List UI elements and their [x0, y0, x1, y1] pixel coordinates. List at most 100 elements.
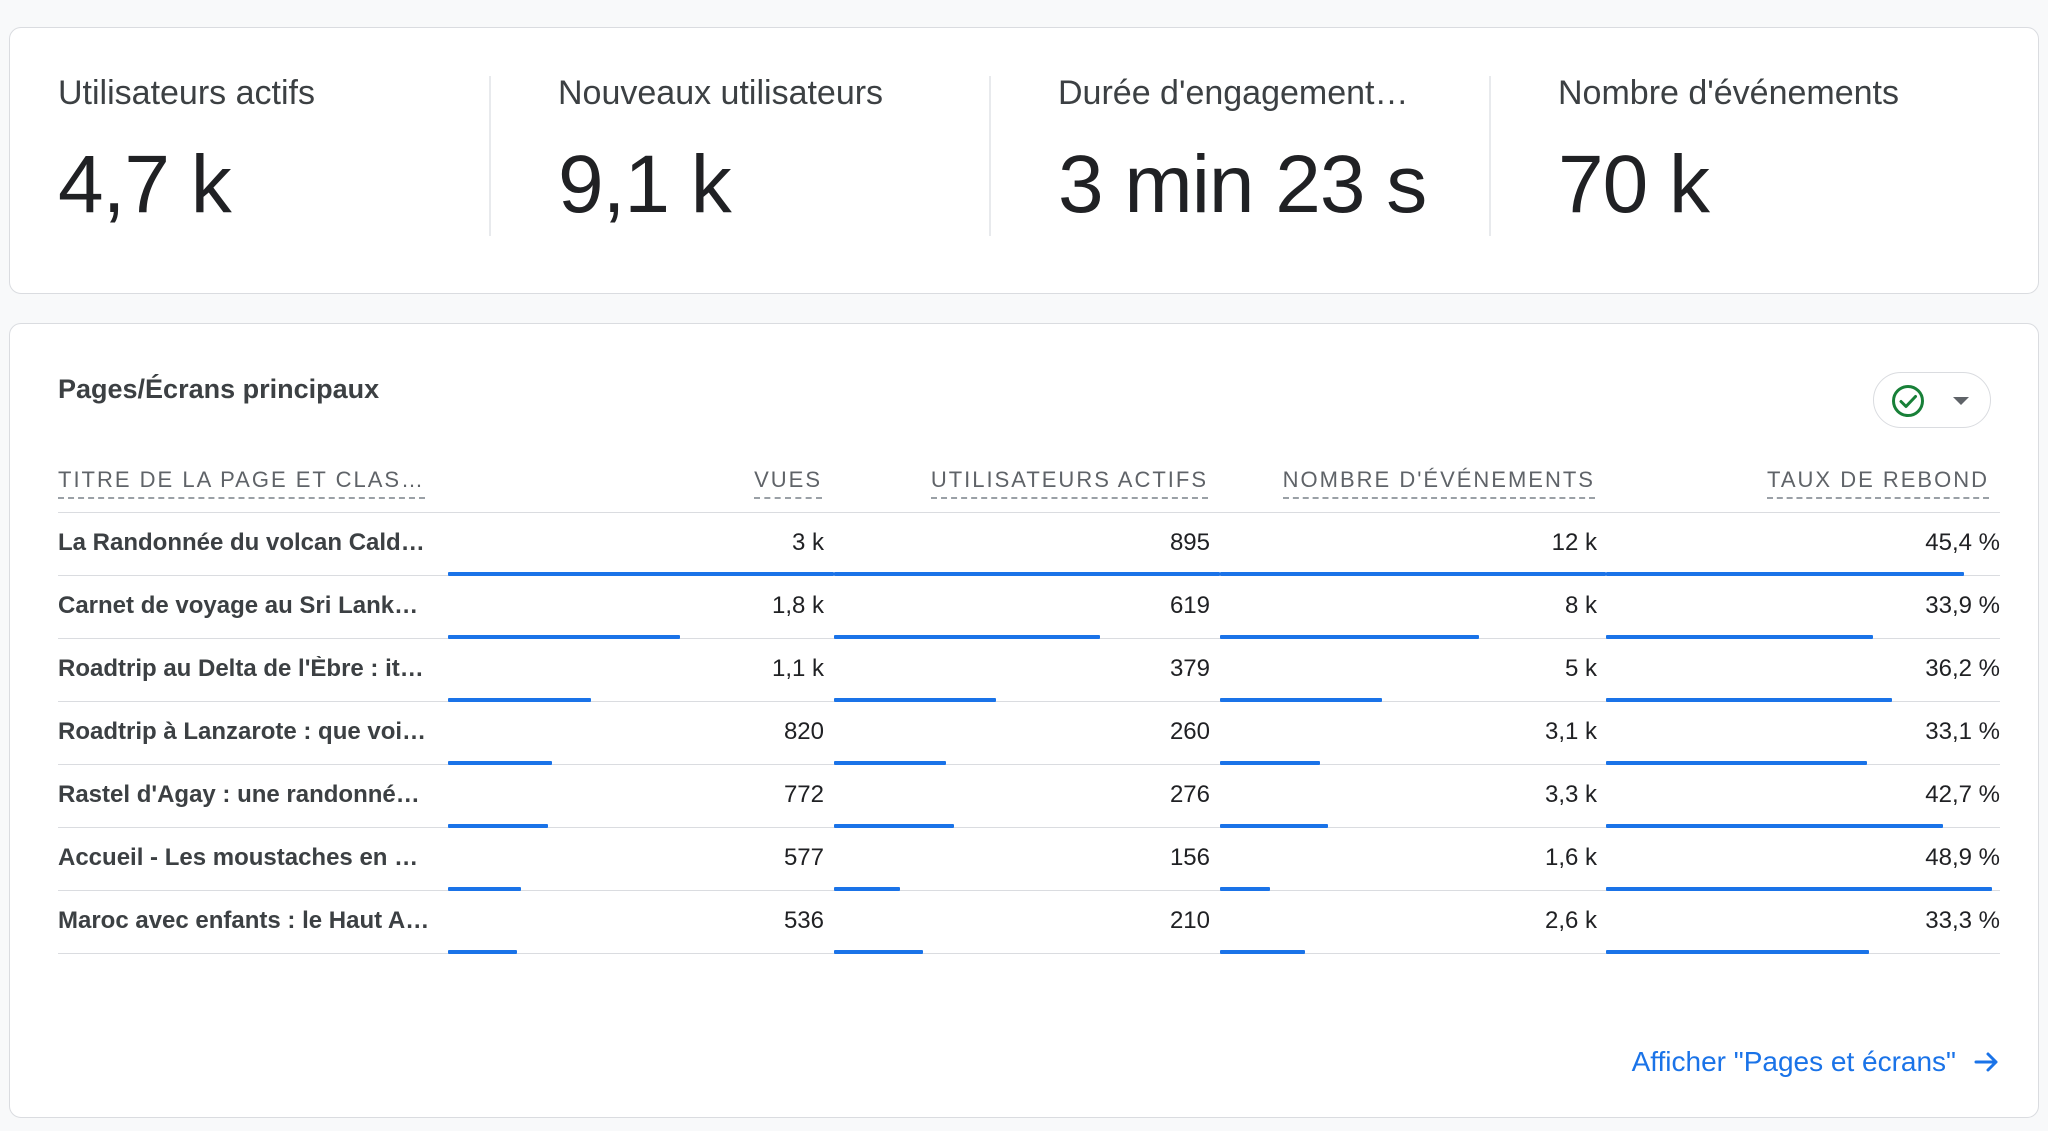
bar-bounce-rate: [1606, 761, 1867, 765]
cell-bounce-rate: 36,2 %: [1925, 655, 2000, 682]
column-header-event-count[interactable]: NOMBRE D'ÉVÉNEMENTS: [1282, 469, 1595, 499]
table-row[interactable]: Roadtrip à Lanzarote : que voir… 820 260 3,…: [58, 702, 2000, 765]
column-header-active-users[interactable]: UTILISATEURS ACTIFS: [930, 469, 1208, 499]
cell-active-users: 895: [1169, 529, 1210, 556]
bar-active-users: [834, 761, 946, 765]
bar-views: [448, 698, 591, 702]
column-header-page-title[interactable]: TITRE DE LA PAGE ET CLAS…: [58, 469, 426, 499]
cell-active-users: 276: [1169, 781, 1210, 808]
top-pages-card: Pages/Écrans principaux TITRE DE LA PAGE…: [9, 323, 2039, 1118]
kpi-label: Durée d'engagement…: [1058, 74, 1409, 112]
cell-page-title[interactable]: Maroc avec enfants : le Haut A…: [58, 908, 430, 934]
cell-views: 3 k: [791, 529, 824, 556]
kpi-value: 4,7 k: [58, 138, 232, 230]
cell-event-count: 2,6 k: [1544, 907, 1597, 934]
arrow-right-icon: [1974, 1052, 1998, 1072]
bar-bounce-rate: [1606, 635, 1873, 639]
cell-bounce-rate: 33,1 %: [1925, 718, 2000, 745]
cell-event-count: 1,6 k: [1544, 844, 1597, 871]
cell-bounce-rate: 33,9 %: [1925, 592, 2000, 619]
table-row[interactable]: Rastel d'Agay : une randonnée … 772 276 3,3…: [58, 765, 2000, 828]
kpi-divider: [1489, 76, 1491, 236]
cell-active-users: 260: [1169, 718, 1210, 745]
cell-event-count: 3,1 k: [1544, 718, 1597, 745]
table-row[interactable]: La Randonnée du volcan Cald… 3 k 895 12 k 45…: [58, 513, 2000, 576]
kpi-summary-card: Utilisateurs actifs 4,7 k Nouveaux utili…: [9, 27, 2039, 294]
cell-bounce-rate: 48,9 %: [1925, 844, 2000, 871]
cell-page-title[interactable]: La Randonnée du volcan Cald…: [58, 530, 425, 556]
table-row[interactable]: Maroc avec enfants : le Haut A… 536 210 2,6…: [58, 891, 2000, 954]
cell-active-users: 379: [1169, 655, 1210, 682]
cell-views: 577: [783, 844, 824, 871]
bar-bounce-rate: [1606, 887, 1992, 891]
kpi-label: Nombre d'événements: [1558, 74, 1899, 112]
bar-event-count: [1220, 950, 1305, 954]
bar-active-users: [834, 698, 996, 702]
header-divider: [58, 512, 2000, 513]
cell-views: 1,8 k: [771, 592, 824, 619]
bar-views: [448, 950, 517, 954]
bar-event-count: [1220, 761, 1320, 765]
bar-event-count: [1220, 698, 1382, 702]
cell-views: 1,1 k: [771, 655, 824, 682]
bar-bounce-rate: [1606, 950, 1869, 954]
bar-bounce-rate: [1606, 572, 1964, 576]
link-label: Afficher "Pages et écrans": [1631, 1046, 1956, 1077]
cell-event-count: 5 k: [1564, 655, 1597, 682]
bar-active-users: [834, 950, 923, 954]
kpi-label: Utilisateurs actifs: [58, 74, 315, 112]
chevron-down-icon: [1953, 397, 1969, 405]
data-quality-dropdown[interactable]: [1873, 372, 1991, 428]
column-header-bounce-rate[interactable]: TAUX DE REBOND: [1767, 469, 1989, 499]
check-circle-icon: [1892, 385, 1924, 417]
cell-active-users: 210: [1169, 907, 1210, 934]
bar-active-users: [834, 572, 1220, 576]
bar-bounce-rate: [1606, 824, 1943, 828]
cell-active-users: 619: [1169, 592, 1210, 619]
cell-page-title[interactable]: Rastel d'Agay : une randonnée …: [58, 782, 430, 808]
cell-event-count: 12 k: [1551, 529, 1597, 556]
bar-active-users: [834, 635, 1100, 639]
bar-views: [448, 824, 548, 828]
cell-views: 536: [783, 907, 824, 934]
cell-bounce-rate: 33,3 %: [1925, 907, 2000, 934]
bar-event-count: [1220, 824, 1328, 828]
cell-views: 772: [783, 781, 824, 808]
bar-event-count: [1220, 635, 1479, 639]
cell-active-users: 156: [1169, 844, 1210, 871]
bar-views: [448, 572, 834, 576]
table-row[interactable]: Accueil - Les moustaches en v… 577 156 1,6 …: [58, 828, 2000, 891]
bar-bounce-rate: [1606, 698, 1892, 702]
table-row[interactable]: Carnet de voyage au Sri Lanka… 1,8 k 619 8 …: [58, 576, 2000, 639]
bar-active-users: [834, 824, 954, 828]
cell-bounce-rate: 42,7 %: [1925, 781, 2000, 808]
bar-views: [448, 761, 552, 765]
table-row[interactable]: Roadtrip au Delta de l'Èbre : iti… 1,1 k 3…: [58, 639, 2000, 702]
cell-event-count: 8 k: [1564, 592, 1597, 619]
cell-bounce-rate: 45,4 %: [1925, 529, 2000, 556]
bar-active-users: [834, 887, 900, 891]
kpi-label: Nouveaux utilisateurs: [558, 74, 884, 112]
kpi-value: 9,1 k: [558, 138, 732, 230]
cell-page-title[interactable]: Carnet de voyage au Sri Lanka…: [58, 593, 430, 619]
bar-event-count: [1220, 572, 1606, 576]
bar-views: [448, 887, 521, 891]
kpi-new-users[interactable]: Nouveaux utilisateurs 9,1 k: [558, 73, 883, 233]
bar-views: [448, 635, 680, 639]
kpi-value: 70 k: [1558, 138, 1710, 230]
kpi-active-users[interactable]: Utilisateurs actifs 4,7 k: [58, 73, 315, 233]
cell-views: 820: [783, 718, 824, 745]
cell-page-title[interactable]: Roadtrip au Delta de l'Èbre : iti…: [58, 656, 430, 682]
cell-page-title[interactable]: Accueil - Les moustaches en v…: [58, 845, 430, 871]
kpi-divider: [489, 76, 491, 236]
view-pages-and-screens-link[interactable]: Afficher "Pages et écrans": [1632, 1046, 2002, 1078]
bar-event-count: [1220, 887, 1270, 891]
kpi-event-count[interactable]: Nombre d'événements 70 k: [1558, 73, 1899, 233]
kpi-engagement-duration[interactable]: Durée d'engagement… 3 min 23 s: [1058, 73, 1427, 233]
kpi-divider: [989, 76, 991, 236]
kpi-value: 3 min 23 s: [1058, 138, 1427, 230]
cell-page-title[interactable]: Roadtrip à Lanzarote : que voir…: [58, 719, 430, 745]
card-title: Pages/Écrans principaux: [58, 374, 380, 404]
cell-event-count: 3,3 k: [1544, 781, 1597, 808]
column-header-views[interactable]: VUES: [754, 469, 822, 499]
